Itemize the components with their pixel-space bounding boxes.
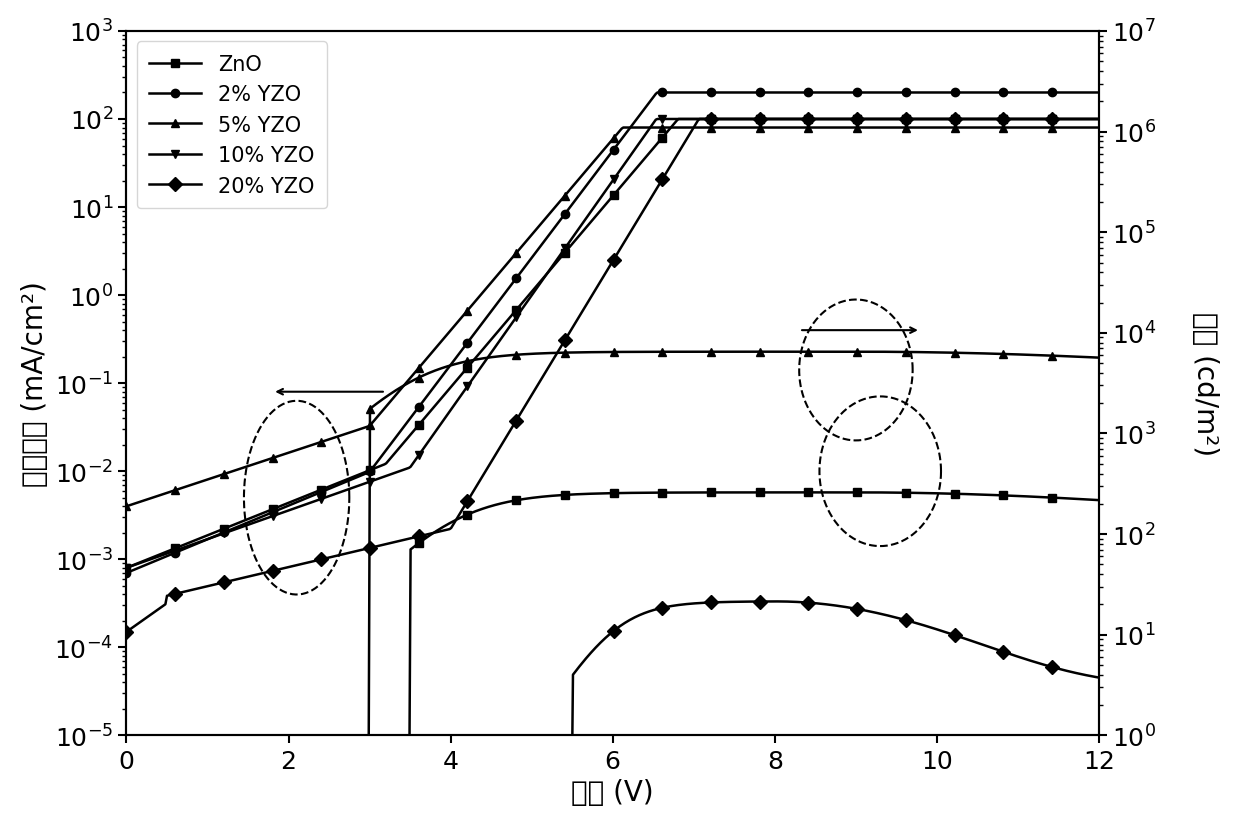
5% YZO: [291, 445, 306, 455]
Line: 20% YZO: 20% YZO: [122, 115, 1104, 637]
5% YZO: [616, 123, 631, 133]
10% YZO: [650, 115, 665, 125]
10% YZO: [119, 563, 134, 573]
20% YZO: [694, 115, 709, 125]
ZnO: [853, 115, 868, 125]
Y-axis label: 亮度 (cd/m²): 亮度 (cd/m²): [1192, 312, 1219, 456]
10% YZO: [853, 115, 868, 125]
Line: 10% YZO: 10% YZO: [123, 116, 1104, 572]
10% YZO: [694, 115, 709, 125]
2% YZO: [1091, 88, 1106, 98]
ZnO: [671, 115, 686, 125]
2% YZO: [694, 88, 709, 98]
5% YZO: [853, 123, 868, 133]
2% YZO: [370, 458, 384, 468]
2% YZO: [559, 208, 574, 218]
20% YZO: [770, 115, 785, 125]
Y-axis label: 电流密度 (mA/cm²): 电流密度 (mA/cm²): [21, 281, 48, 486]
X-axis label: 电压 (V): 电压 (V): [572, 778, 653, 806]
2% YZO: [770, 88, 785, 98]
5% YZO: [694, 123, 709, 133]
ZnO: [370, 463, 384, 473]
ZnO: [291, 495, 306, 504]
20% YZO: [853, 115, 868, 125]
2% YZO: [853, 88, 868, 98]
20% YZO: [119, 627, 134, 637]
10% YZO: [1091, 115, 1106, 125]
2% YZO: [650, 88, 665, 98]
5% YZO: [770, 123, 785, 133]
20% YZO: [291, 560, 306, 570]
ZnO: [119, 563, 134, 573]
20% YZO: [370, 542, 384, 552]
10% YZO: [370, 475, 384, 485]
10% YZO: [770, 115, 785, 125]
5% YZO: [1091, 123, 1106, 133]
20% YZO: [692, 115, 707, 125]
Legend: ZnO, 2% YZO, 5% YZO, 10% YZO, 20% YZO: ZnO, 2% YZO, 5% YZO, 10% YZO, 20% YZO: [136, 42, 327, 208]
20% YZO: [1091, 115, 1106, 125]
5% YZO: [119, 502, 134, 512]
Line: ZnO: ZnO: [123, 116, 1104, 572]
10% YZO: [559, 241, 574, 251]
ZnO: [694, 115, 709, 125]
Line: 5% YZO: 5% YZO: [123, 124, 1104, 511]
5% YZO: [370, 414, 384, 423]
10% YZO: [291, 502, 306, 512]
Line: 2% YZO: 2% YZO: [123, 89, 1104, 577]
ZnO: [559, 246, 574, 256]
2% YZO: [119, 568, 134, 578]
ZnO: [770, 115, 785, 125]
ZnO: [1091, 115, 1106, 125]
5% YZO: [559, 189, 574, 199]
20% YZO: [559, 333, 574, 343]
2% YZO: [291, 497, 306, 507]
